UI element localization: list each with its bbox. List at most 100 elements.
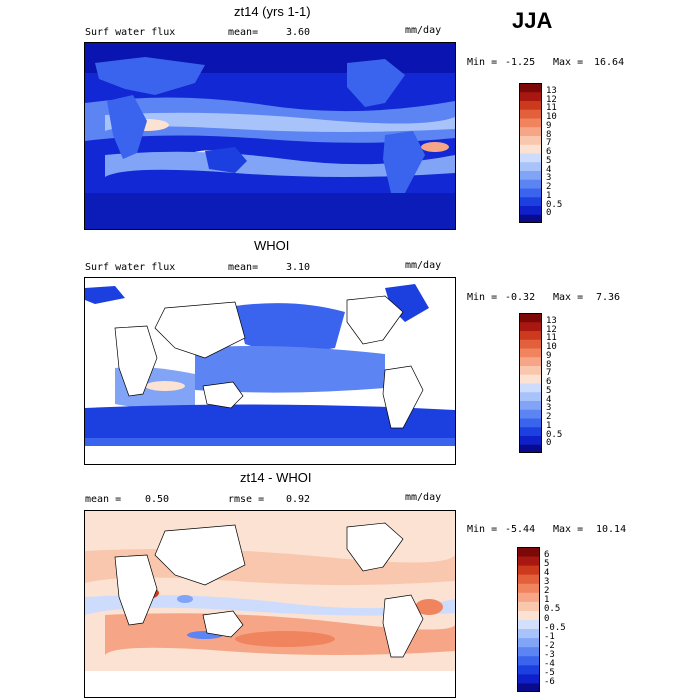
colorbar-swatch bbox=[519, 100, 542, 110]
colorbar-tick-label: 11 bbox=[546, 103, 557, 114]
panel2-land-africa bbox=[114, 325, 158, 397]
colorbar-tick-label: 1 bbox=[546, 190, 552, 201]
panel2-colorbar-swatches bbox=[519, 313, 542, 454]
panel2-ice-edge bbox=[85, 438, 455, 446]
colorbar-tick-label: 0 bbox=[546, 208, 552, 219]
panel2-mean-label: mean= bbox=[228, 262, 259, 273]
colorbar-swatch bbox=[519, 313, 542, 323]
colorbar-swatch bbox=[519, 126, 542, 136]
colorbar-swatch bbox=[517, 583, 540, 593]
colorbar-border bbox=[519, 313, 542, 453]
colorbar-tick-label: 3 bbox=[546, 173, 552, 184]
panel1-max-label: Max = bbox=[553, 57, 584, 68]
panel2-title: WHOI bbox=[254, 238, 290, 253]
colorbar-tick-label: 2 bbox=[546, 182, 552, 192]
colorbar-border bbox=[519, 83, 542, 223]
colorbar-swatch bbox=[519, 118, 542, 128]
panel1-sh-band bbox=[105, 151, 455, 177]
colorbar-tick-label: 2 bbox=[544, 586, 550, 597]
panel2-land-samerica bbox=[382, 365, 424, 429]
colorbar-tick-label: 4 bbox=[544, 568, 550, 579]
colorbar-tick-label: 12 bbox=[546, 324, 557, 335]
colorbar-swatch bbox=[519, 321, 542, 331]
panel1-land-eurasia bbox=[95, 57, 205, 95]
colorbar-swatch bbox=[517, 601, 540, 611]
panel3-max-label: Max = bbox=[553, 524, 584, 535]
panel2-warm-indian bbox=[145, 381, 185, 391]
panel2-land-asia bbox=[154, 301, 246, 359]
colorbar-tick-label: 5 bbox=[544, 559, 550, 570]
panel3-land-asia bbox=[154, 524, 246, 586]
colorbar-tick-label: -0.5 bbox=[544, 622, 566, 633]
panel2-field-label: Surf water flux bbox=[85, 262, 176, 273]
colorbar-swatch bbox=[519, 330, 542, 340]
colorbar-tick-label: 5 bbox=[546, 155, 552, 166]
colorbar-tick-label: 6 bbox=[544, 550, 550, 561]
colorbar-swatch bbox=[519, 444, 542, 454]
panel3-map-field bbox=[85, 511, 455, 697]
colorbar-swatch bbox=[519, 409, 542, 419]
colorbar-tick-label: 10 bbox=[546, 112, 557, 122]
panel3-map bbox=[84, 510, 456, 698]
panel2-arctic-atl bbox=[85, 286, 125, 304]
colorbar-tick-label: 3 bbox=[546, 403, 552, 414]
panel2-mean-value: 3.10 bbox=[286, 262, 311, 273]
colorbar-swatch bbox=[517, 646, 540, 657]
panel1-land-samerica bbox=[383, 131, 425, 193]
panel2-npacific bbox=[235, 303, 345, 353]
colorbar-tick-label: 0 bbox=[544, 613, 550, 624]
colorbar-tick-label: -5 bbox=[544, 667, 555, 678]
panel1-field-label: Surf water flux bbox=[85, 27, 176, 38]
panel3-title: zt14 - WHOI bbox=[240, 470, 312, 485]
panel2-map bbox=[84, 277, 456, 465]
panel3-units: mm/day bbox=[405, 492, 442, 503]
colorbar-tick-label: 0.5 bbox=[544, 604, 561, 615]
colorbar-swatch bbox=[517, 565, 540, 575]
panel3-mean-value: 0.50 bbox=[145, 494, 170, 505]
panel1-colorbar bbox=[519, 83, 542, 224]
colorbar-swatch bbox=[517, 682, 540, 693]
panel2-colorbar bbox=[519, 313, 542, 454]
colorbar-swatch bbox=[517, 592, 540, 602]
panel2-map-field bbox=[85, 278, 455, 464]
colorbar-tick-label: 8 bbox=[546, 129, 552, 140]
panel2-land-australia bbox=[202, 381, 244, 409]
panel3-land-africa bbox=[114, 554, 158, 626]
panel1-warm-blob-2 bbox=[421, 142, 449, 152]
panel2-max-label: Max = bbox=[553, 292, 584, 303]
panel1-max-value: 16.64 bbox=[594, 57, 625, 68]
colorbar-swatch bbox=[519, 214, 542, 224]
colorbar-swatch bbox=[519, 144, 542, 154]
colorbar-swatch bbox=[519, 153, 542, 163]
panel1-min-value: -1.25 bbox=[505, 57, 536, 68]
panel3-mean-label: mean = bbox=[85, 494, 122, 505]
colorbar-tick-label: 0.5 bbox=[546, 199, 563, 210]
panel1-colorbar-swatches bbox=[519, 83, 542, 224]
panel1-units: mm/day bbox=[405, 25, 442, 36]
panel1-itcz bbox=[105, 112, 455, 132]
colorbar-swatch bbox=[519, 426, 542, 436]
colorbar-swatch bbox=[517, 610, 540, 620]
colorbar-swatch bbox=[517, 637, 540, 648]
panel2-land-namerica bbox=[346, 295, 404, 345]
panel1-mean-label: mean= bbox=[228, 27, 259, 38]
colorbar-tick-label: -4 bbox=[544, 658, 555, 669]
panel3-colorbar-swatches bbox=[517, 547, 540, 693]
panel3-cool-blob-2 bbox=[177, 595, 193, 603]
colorbar-tick-label: 13 bbox=[546, 315, 557, 326]
colorbar-swatch bbox=[519, 391, 542, 401]
colorbar-swatch bbox=[519, 188, 542, 198]
colorbar-swatch bbox=[517, 619, 540, 630]
colorbar-tick-label: -1 bbox=[544, 631, 555, 642]
panel2-min-value: -0.32 bbox=[505, 292, 536, 303]
colorbar-tick-label: 0 bbox=[546, 438, 552, 449]
colorbar-swatch bbox=[517, 673, 540, 684]
panel2-min-label: Min = bbox=[467, 292, 498, 303]
colorbar-swatch bbox=[519, 135, 542, 145]
panel3-rmse-value: 0.92 bbox=[286, 494, 311, 505]
colorbar-tick-label: 12 bbox=[546, 94, 557, 105]
colorbar-swatch bbox=[519, 365, 542, 375]
colorbar-tick-label: 8 bbox=[546, 359, 552, 370]
colorbar-tick-label: 1 bbox=[544, 595, 550, 606]
colorbar-swatch bbox=[519, 179, 542, 189]
